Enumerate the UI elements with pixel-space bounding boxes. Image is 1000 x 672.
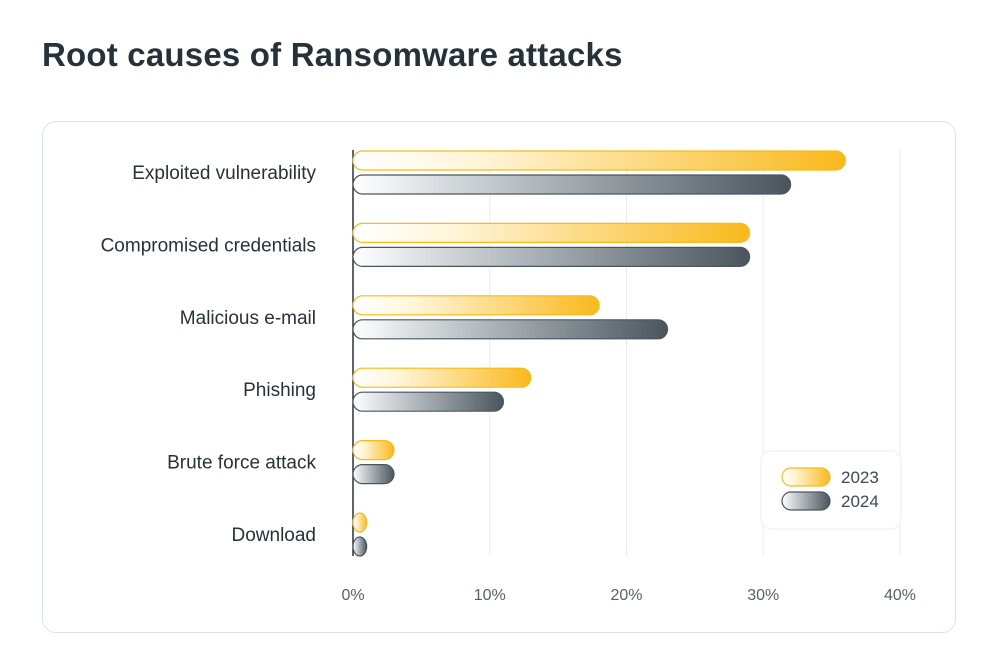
chart-title: Root causes of Ransomware attacks (42, 36, 623, 73)
x-axis-ticks: 0% 10% 20% 30% 40% (341, 587, 916, 604)
category-label: Exploited vulnerability (132, 163, 316, 184)
legend-swatch (781, 467, 831, 487)
bar-2023 (352, 367, 532, 388)
category-labels: Exploited vulnerability Compromised crede… (101, 163, 317, 546)
bar-2023 (352, 512, 368, 533)
legend: 2023 2024 (760, 450, 902, 530)
bar-2024 (352, 464, 395, 485)
legend-swatch (781, 491, 831, 511)
bar-2024 (352, 536, 368, 557)
x-tick-label: 0% (341, 587, 364, 604)
bar-2024 (352, 174, 792, 195)
x-tick-label: 30% (747, 587, 779, 604)
category-label: Brute force attack (167, 453, 316, 474)
bars (352, 150, 846, 557)
legend-label: 2024 (841, 492, 879, 511)
bar-2024 (352, 319, 669, 340)
chart-card (42, 121, 956, 633)
x-tick-label: 10% (474, 587, 506, 604)
bar-2023 (352, 295, 600, 316)
category-label: Download (232, 525, 317, 546)
bar-2024 (352, 246, 751, 267)
category-label: Phishing (243, 380, 316, 401)
legend-box (760, 450, 902, 530)
x-tick-label: 40% (884, 587, 916, 604)
x-tick-label: 20% (610, 587, 642, 604)
category-label: Malicious e-mail (180, 308, 316, 329)
bar-2024 (352, 391, 505, 412)
legend-label: 2023 (841, 468, 879, 487)
bar-2023 (352, 150, 846, 171)
bar-2023 (352, 222, 751, 243)
category-label: Compromised credentials (101, 235, 316, 256)
bar-2023 (352, 440, 395, 461)
